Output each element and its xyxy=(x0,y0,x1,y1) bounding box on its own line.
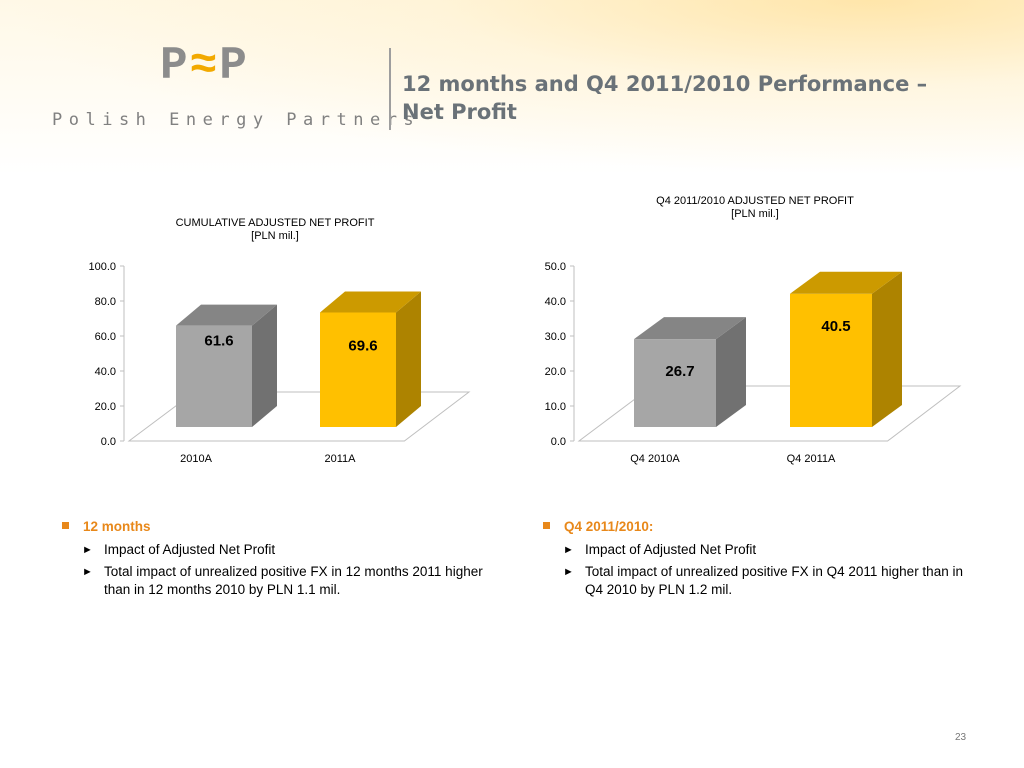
chart2-y-tick-label: 20.0 xyxy=(545,366,566,378)
arrow-bullet-icon: ► xyxy=(563,566,574,578)
chart2-y-tick-label: 0.0 xyxy=(551,436,566,448)
bullet-item: ► Total impact of unrealized positive FX… xyxy=(563,564,963,597)
chart1-subtitle: [PLN mil.] xyxy=(251,230,299,242)
chart1-category-label: 2010A xyxy=(180,453,212,465)
charts-canvas: 0.0 20.0 40.0 60.0 80.0 100.0 61.6 2010A 69.6 201… xyxy=(88,261,962,465)
chart1-y-tick-label: 20.0 xyxy=(95,401,116,413)
header-divider xyxy=(389,48,391,130)
bullet-heading-12-months: 12 months xyxy=(62,519,502,534)
company-logo: P≈P Polish Energy Partners xyxy=(50,40,414,135)
header-background xyxy=(0,0,1024,175)
bullets-left: 12 months ► Impact of Adjusted Net Profi… xyxy=(62,519,502,603)
chart1-data-label: 69.6 xyxy=(348,338,377,355)
bullets-right: Q4 2011/2010: ► Impact of Adjusted Net P… xyxy=(543,519,983,603)
chart1-title: CUMULATIVE ADJUSTED NET PROFIT [PLN mil.… xyxy=(150,217,400,243)
bullet-item: ► Impact of Adjusted Net Profit xyxy=(82,542,276,557)
chart2-category-label: Q4 2011A xyxy=(787,453,836,465)
logo-text: Polish Energy Partners xyxy=(52,110,421,130)
chart2-subtitle: [PLN mil.] xyxy=(731,208,779,220)
chart2-bar-top xyxy=(634,317,746,340)
chart1-bar-top xyxy=(320,291,421,313)
bullet-item: ► Impact of Adjusted Net Profit xyxy=(563,542,757,557)
chart2-bar-side xyxy=(872,271,902,427)
arrow-bullet-icon: ► xyxy=(82,544,93,556)
chart2-bar-front xyxy=(790,293,872,427)
square-bullet-icon xyxy=(543,522,550,529)
chart2-y-tick-label: 10.0 xyxy=(545,401,566,413)
chart1-y-tick-label: 100.0 xyxy=(88,261,116,273)
chart2-y-tick-label: 50.0 xyxy=(545,261,566,273)
chart2-category-label: Q4 2010A xyxy=(630,453,680,465)
chart1-y-tick-label: 0.0 xyxy=(101,436,116,448)
page-number: 23 xyxy=(955,732,967,743)
chart1-y-tick-label: 80.0 xyxy=(95,296,116,308)
chart1-data-label: 61.6 xyxy=(204,333,233,350)
chart1-y-tick-label: 60.0 xyxy=(95,331,116,343)
chart2-bar-side xyxy=(716,317,746,427)
bullet-heading-q4: Q4 2011/2010: xyxy=(543,519,983,534)
chart1-bar-top xyxy=(176,304,277,326)
arrow-bullet-icon: ► xyxy=(82,566,93,578)
chart1-y-tick-label: 40.0 xyxy=(95,366,116,378)
chart1-bar-front xyxy=(176,325,252,427)
logo-mark: P≈P xyxy=(160,40,249,92)
arrow-bullet-icon: ► xyxy=(563,544,574,556)
chart2-bar-front xyxy=(634,339,716,427)
chart2-y-tick-label: 40.0 xyxy=(545,296,566,308)
chart2-bar-top xyxy=(790,271,902,294)
chart2-data-label: 26.7 xyxy=(665,363,694,380)
chart2-y-tick-label: 30.0 xyxy=(545,331,566,343)
chart1-bar-side xyxy=(252,304,277,427)
chart1-bar-front xyxy=(320,312,396,427)
bullet-item: ► Total impact of unrealized positive FX… xyxy=(82,564,483,597)
chart1-category-label: 2011A xyxy=(325,453,357,465)
chart2-title-text: Q4 2011/2010 ADJUSTED NET PROFIT xyxy=(656,195,854,207)
page-title: 12 months and Q4 2011/2010 Performance –… xyxy=(402,72,928,124)
chart2-data-label: 40.5 xyxy=(821,318,850,335)
square-bullet-icon xyxy=(62,522,69,529)
chart1-bar-side xyxy=(396,291,421,427)
chart2-title: Q4 2011/2010 ADJUSTED NET PROFIT [PLN mi… xyxy=(630,195,880,221)
chart1-title-text: CUMULATIVE ADJUSTED NET PROFIT xyxy=(175,217,375,229)
